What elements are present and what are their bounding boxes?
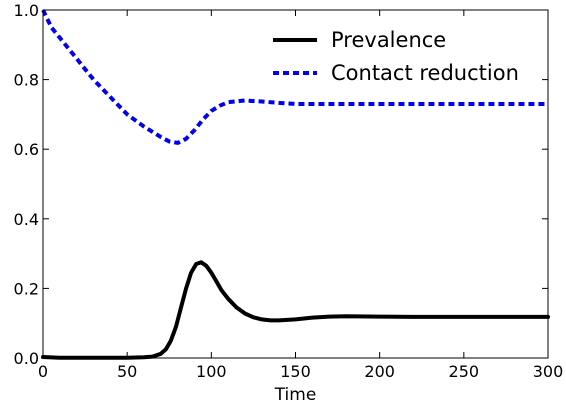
y-tick-label: 0.0: [14, 349, 39, 368]
series-line-contact-reduction: [41, 9, 548, 145]
legend: Prevalence Contact reduction: [273, 28, 519, 85]
y-tick-label: 0.4: [14, 210, 39, 229]
series-layer: [41, 9, 550, 360]
x-tick-label: 50: [117, 362, 137, 381]
x-axis-title: Time: [274, 385, 317, 405]
y-tick-label: 0.2: [14, 279, 39, 298]
y-tick-label: 0.6: [14, 140, 39, 159]
x-tick-label: 150: [280, 362, 311, 381]
x-tick-label: 0: [38, 362, 48, 381]
x-tick-label: 300: [533, 362, 564, 381]
series-line-prevalence: [41, 260, 550, 360]
y-tick-label: 0.8: [14, 71, 39, 90]
x-tick-label: 250: [449, 362, 480, 381]
y-tick-label: 1.0: [14, 1, 39, 20]
legend-label-contact-reduction: Contact reduction: [331, 61, 519, 85]
tick-layer: 0 50 100 150 200 250 300 0.0 0.2 0.4 0.6 0.8 1.0: [14, 1, 564, 381]
x-tick-label: 200: [364, 362, 395, 381]
legend-label-prevalence: Prevalence: [331, 28, 446, 52]
x-tick-label: 100: [196, 362, 227, 381]
